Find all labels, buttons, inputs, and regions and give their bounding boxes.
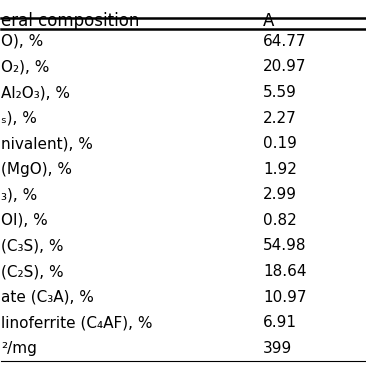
Text: (C₃S), %: (C₃S), %: [1, 238, 64, 253]
Text: A: A: [263, 12, 274, 30]
Text: ate (C₃A), %: ate (C₃A), %: [1, 290, 94, 305]
Text: ²/mg: ²/mg: [1, 341, 37, 356]
Text: 0.82: 0.82: [263, 213, 297, 228]
Text: ₛ), %: ₛ), %: [1, 111, 37, 126]
Text: 2.27: 2.27: [263, 111, 297, 126]
Text: 54.98: 54.98: [263, 238, 306, 253]
Text: OI), %: OI), %: [1, 213, 48, 228]
Text: 20.97: 20.97: [263, 60, 306, 74]
Text: O₂), %: O₂), %: [1, 60, 50, 74]
Text: 64.77: 64.77: [263, 34, 306, 49]
Text: (MgO), %: (MgO), %: [1, 162, 72, 177]
Text: 6.91: 6.91: [263, 315, 297, 330]
Text: O), %: O), %: [1, 34, 44, 49]
Text: 5.59: 5.59: [263, 85, 297, 100]
Text: Al₂O₃), %: Al₂O₃), %: [1, 85, 70, 100]
Text: linoferrite (C₄AF), %: linoferrite (C₄AF), %: [1, 315, 153, 330]
Text: eral composition: eral composition: [1, 12, 140, 30]
Text: 1.92: 1.92: [263, 162, 297, 177]
Text: nivalent), %: nivalent), %: [1, 136, 93, 151]
Text: 2.99: 2.99: [263, 187, 297, 202]
Text: 18.64: 18.64: [263, 264, 306, 279]
Text: 0.19: 0.19: [263, 136, 297, 151]
Text: (C₂S), %: (C₂S), %: [1, 264, 64, 279]
Text: 399: 399: [263, 341, 292, 356]
Text: ₃), %: ₃), %: [1, 187, 38, 202]
Text: 10.97: 10.97: [263, 290, 306, 305]
